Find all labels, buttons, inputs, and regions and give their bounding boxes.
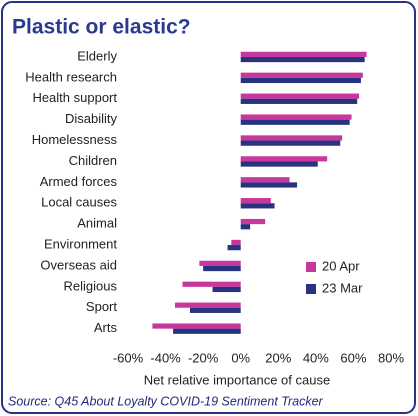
bar xyxy=(173,328,241,334)
x-tick-label: -40% xyxy=(150,350,181,365)
x-tick-label: 20% xyxy=(265,350,291,365)
x-tick-label: -60% xyxy=(113,350,144,365)
y-tick-label: Overseas aid xyxy=(40,257,117,272)
bar xyxy=(240,224,251,230)
y-tick-label: Animal xyxy=(77,216,117,231)
x-tick-label: 0% xyxy=(231,350,250,365)
legend-label: 23 Mar xyxy=(322,280,363,295)
bar xyxy=(240,203,275,209)
y-tick-label: Religious xyxy=(64,278,118,293)
y-tick-label: Local causes xyxy=(41,195,117,210)
bar xyxy=(240,218,266,225)
legend-label: 20 Apr xyxy=(322,258,360,273)
bar xyxy=(240,119,350,125)
bar xyxy=(240,51,367,57)
bar xyxy=(203,265,241,272)
bar xyxy=(189,307,241,313)
bar xyxy=(240,93,360,99)
bar xyxy=(199,260,241,266)
bar xyxy=(240,156,328,162)
bar xyxy=(240,98,358,104)
bar xyxy=(227,245,241,251)
bar xyxy=(174,302,241,308)
y-tick-label: Elderly xyxy=(77,48,117,63)
legend-swatch xyxy=(306,284,316,294)
bar xyxy=(231,239,241,246)
x-axis-label: Net relative importance of cause xyxy=(144,372,330,387)
bar xyxy=(240,56,365,63)
bar xyxy=(240,72,363,78)
bar xyxy=(152,323,241,329)
y-tick-label: Health research xyxy=(25,69,117,84)
chart-title: Plastic or elastic? xyxy=(12,16,191,39)
x-tick-label: 40% xyxy=(303,350,329,365)
bar xyxy=(240,114,352,120)
bar xyxy=(240,177,290,183)
bar xyxy=(240,77,361,84)
bar xyxy=(182,281,241,287)
y-tick-label: Arts xyxy=(94,320,118,335)
source: Source: Q45 About Loyalty COVID-19 Senti… xyxy=(8,394,324,408)
bar xyxy=(240,161,318,167)
y-tick-label: Children xyxy=(69,153,117,168)
x-tick-label: 80% xyxy=(378,350,404,365)
y-tick-label: Environment xyxy=(44,236,117,251)
y-tick-label: Armed forces xyxy=(40,174,118,189)
bar xyxy=(212,286,241,293)
x-tick-label: -20% xyxy=(188,350,219,365)
y-tick-label: Sport xyxy=(86,299,117,314)
legend-swatch xyxy=(306,262,316,272)
y-tick-label: Homelessness xyxy=(32,132,118,147)
y-tick-label: Health support xyxy=(32,90,117,105)
x-tick-label: 60% xyxy=(340,350,366,365)
bar xyxy=(240,182,298,188)
bar xyxy=(240,198,271,204)
y-tick-label: Disability xyxy=(65,111,118,126)
bar xyxy=(240,135,343,141)
bar xyxy=(240,140,341,146)
